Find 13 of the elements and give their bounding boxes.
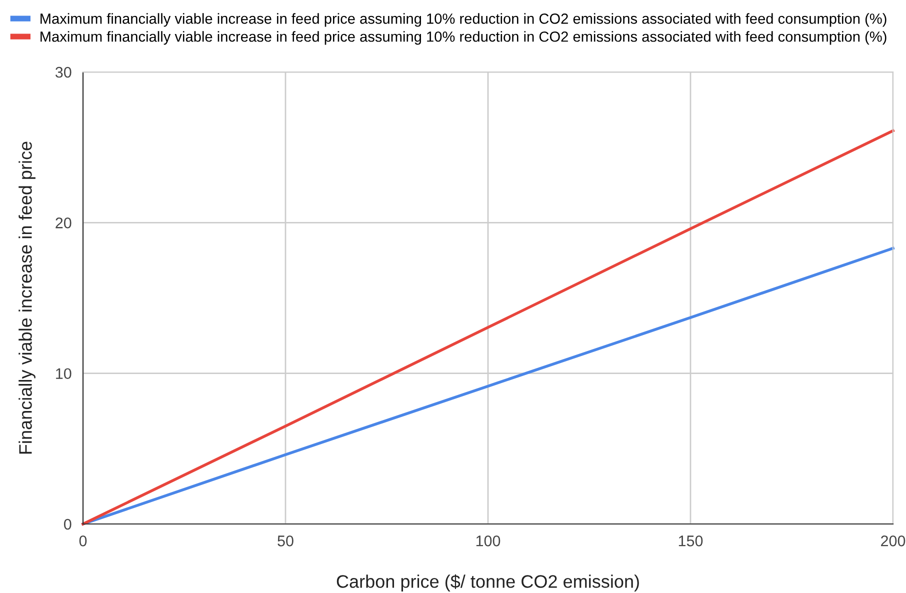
legend-label: Maximum financially viable increase in feed price assuming 10% reduction in CO2 emissions associated with feed consumption (%) [40, 31, 886, 45]
y-tick-label: 30 [55, 66, 72, 78]
x-tick-label: 100 [476, 536, 500, 546]
x-tick-label: 50 [278, 536, 294, 546]
x-axis-title: Carbon price ($/ tonne CO2 emission) [336, 574, 639, 592]
y-tick-label: 20 [56, 218, 72, 228]
legend-label: Maximum financially viable increase in feed price assuming 10% reduction in CO2 emissions associated with feed consumption (%) [40, 13, 886, 27]
x-tick-label: 200 [881, 536, 906, 546]
y-tick-label: 10 [56, 368, 72, 380]
x-tick-label: 0 [79, 536, 87, 546]
x-tick-label: 150 [678, 536, 703, 546]
y-tick-label: 0 [64, 518, 72, 530]
y-axis-title: Financially viable increase in feed price [18, 142, 36, 454]
